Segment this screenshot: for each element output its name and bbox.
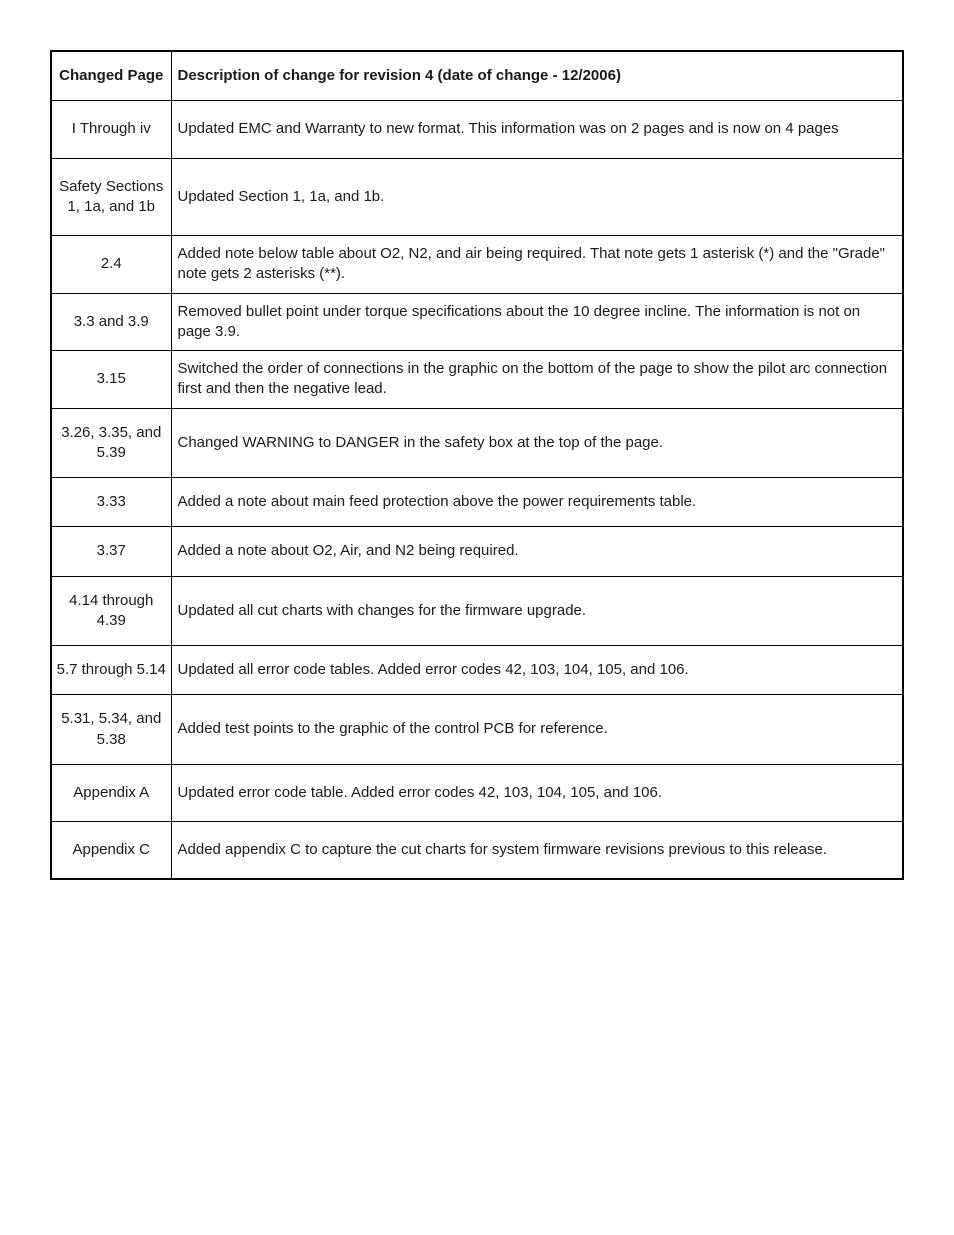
cell-description: Updated Section 1, 1a, and 1b. <box>171 158 903 236</box>
header-changed-page: Changed Page <box>51 51 171 101</box>
table-header-row: Changed Page Description of change for r… <box>51 51 903 101</box>
table-body: I Through ivUpdated EMC and Warranty to … <box>51 101 903 880</box>
table-row: 3.37Added a note about O2, Air, and N2 b… <box>51 527 903 576</box>
cell-description: Changed WARNING to DANGER in the safety … <box>171 408 903 478</box>
cell-changed-page: 5.7 through 5.14 <box>51 646 171 695</box>
table-row: 3.15Switched the order of connections in… <box>51 351 903 409</box>
cell-changed-page: 3.15 <box>51 351 171 409</box>
cell-changed-page: Appendix C <box>51 822 171 880</box>
revision-change-table: Changed Page Description of change for r… <box>50 50 904 880</box>
cell-description: Updated error code table. Added error co… <box>171 764 903 821</box>
cell-changed-page: 3.37 <box>51 527 171 576</box>
header-description: Description of change for revision 4 (da… <box>171 51 903 101</box>
cell-changed-page: 3.33 <box>51 478 171 527</box>
cell-changed-page: Safety Sections 1, 1a, and 1b <box>51 158 171 236</box>
table-row: 3.3 and 3.9Removed bullet point under to… <box>51 293 903 351</box>
cell-changed-page: I Through iv <box>51 101 171 158</box>
cell-description: Updated all error code tables. Added err… <box>171 646 903 695</box>
cell-description: Updated all cut charts with changes for … <box>171 576 903 646</box>
cell-changed-page: Appendix A <box>51 764 171 821</box>
cell-description: Added a note about main feed protection … <box>171 478 903 527</box>
table-row: Appendix CAdded appendix C to capture th… <box>51 822 903 880</box>
cell-description: Added note below table about O2, N2, and… <box>171 236 903 294</box>
table-row: 4.14 through 4.39Updated all cut charts … <box>51 576 903 646</box>
cell-description: Added appendix C to capture the cut char… <box>171 822 903 880</box>
cell-changed-page: 5.31, 5.34, and 5.38 <box>51 695 171 765</box>
cell-changed-page: 3.26, 3.35, and 5.39 <box>51 408 171 478</box>
cell-changed-page: 2.4 <box>51 236 171 294</box>
table-row: 5.31, 5.34, and 5.38Added test points to… <box>51 695 903 765</box>
cell-description: Added test points to the graphic of the … <box>171 695 903 765</box>
cell-description: Switched the order of connections in the… <box>171 351 903 409</box>
table-row: Safety Sections 1, 1a, and 1bUpdated Sec… <box>51 158 903 236</box>
table-row: 2.4Added note below table about O2, N2, … <box>51 236 903 294</box>
cell-description: Updated EMC and Warranty to new format. … <box>171 101 903 158</box>
cell-changed-page: 3.3 and 3.9 <box>51 293 171 351</box>
table-row: 3.33Added a note about main feed protect… <box>51 478 903 527</box>
table-row: I Through ivUpdated EMC and Warranty to … <box>51 101 903 158</box>
table-row: 5.7 through 5.14Updated all error code t… <box>51 646 903 695</box>
table-row: Appendix AUpdated error code table. Adde… <box>51 764 903 821</box>
cell-changed-page: 4.14 through 4.39 <box>51 576 171 646</box>
cell-description: Added a note about O2, Air, and N2 being… <box>171 527 903 576</box>
table-row: 3.26, 3.35, and 5.39Changed WARNING to D… <box>51 408 903 478</box>
cell-description: Removed bullet point under torque specif… <box>171 293 903 351</box>
